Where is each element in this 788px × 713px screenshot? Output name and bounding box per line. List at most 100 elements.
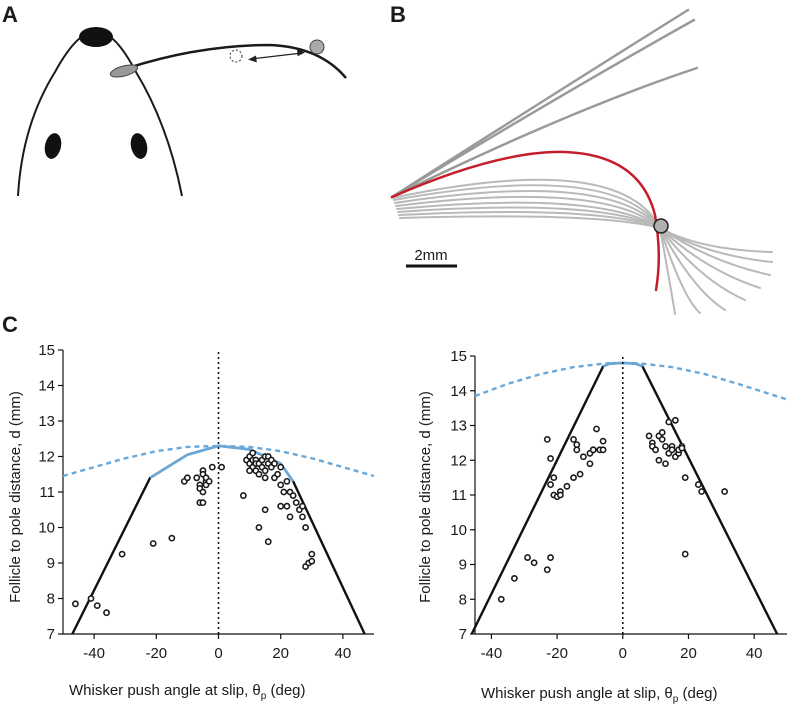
data-point [283, 477, 291, 485]
y-tick-label: 7 [459, 626, 467, 643]
data-point [570, 435, 577, 443]
data-point [308, 557, 316, 565]
y-tick-label: 7 [47, 626, 55, 643]
y-tick-label: 9 [459, 557, 467, 574]
data-point [239, 492, 247, 499]
whisker-curve [390, 66, 699, 199]
data-point [655, 456, 663, 464]
data-point [277, 463, 285, 471]
data-point [678, 444, 686, 452]
data-point [694, 481, 702, 488]
data-point [658, 435, 666, 443]
arrowhead-right [297, 49, 305, 57]
x-tick-label: 40 [746, 645, 763, 662]
panel-a-letter: A [2, 2, 18, 27]
y-tick-label: 8 [47, 591, 55, 608]
data-point [556, 491, 564, 499]
data-point [246, 467, 253, 475]
data-point [563, 482, 571, 490]
data-point [149, 540, 157, 547]
data-point [205, 477, 213, 485]
displacement-arrow [250, 52, 303, 60]
y-tick-label: 11 [451, 487, 467, 504]
data-point [547, 554, 554, 561]
data-point [168, 534, 176, 542]
data-point [255, 470, 263, 478]
right-eye [130, 133, 148, 159]
whisker-curve [397, 206, 726, 311]
data-point [589, 446, 597, 454]
y-tick-label: 13 [450, 418, 467, 435]
data-point [292, 499, 300, 507]
data-point [652, 446, 660, 454]
data-point [286, 513, 294, 521]
y-tick-label: 10 [38, 520, 55, 537]
data-point [547, 455, 554, 462]
chart-right-points [497, 416, 728, 603]
data-point [645, 432, 653, 440]
data-point [576, 470, 584, 478]
panel-a-diagram [17, 27, 347, 197]
x-tick-label: -20 [145, 645, 167, 662]
data-point [530, 559, 538, 567]
fit-line-dashed [62, 444, 375, 478]
chart-left-axes [58, 349, 374, 639]
pole-dashed [229, 49, 243, 63]
whisker-curve [393, 184, 773, 263]
data-point [274, 470, 281, 478]
data-point [208, 463, 216, 471]
data-point [199, 499, 207, 507]
pole-solid [309, 39, 325, 55]
chart-left-tick-labels: 7 8 9 10 11 12 13 14 15 -40 -20 0 20 40 [38, 342, 351, 662]
data-point [681, 474, 689, 482]
data-point [586, 460, 594, 468]
data-point [261, 506, 269, 514]
data-point [658, 429, 666, 436]
data-point [118, 550, 126, 558]
y-tick-label: 15 [450, 348, 467, 365]
chart-right-axes [470, 355, 787, 639]
whisker-curve [391, 178, 773, 253]
whisker-curve [398, 210, 701, 314]
data-point [662, 442, 669, 450]
whisker-curve [395, 195, 761, 289]
data-point [579, 453, 587, 461]
data-point [668, 446, 676, 454]
data-point [261, 467, 269, 475]
data-point [299, 513, 306, 521]
data-point [261, 474, 269, 482]
data-point [183, 474, 191, 482]
y-tick-label: 10 [450, 522, 467, 539]
whisker-curve [394, 190, 771, 276]
scale-bar-label: 2mm [414, 247, 447, 264]
chart-right-tick-labels: 7 8 9 10 11 12 13 14 15 -40 -20 0 20 40 [450, 348, 762, 662]
chart-left-xlabel: Whisker push angle at slip, θp (deg) [69, 682, 306, 702]
x-tick-label: 40 [335, 645, 352, 662]
data-point [199, 488, 207, 496]
y-tick-label: 9 [47, 555, 55, 572]
critical-whisker-curve [390, 150, 661, 292]
data-point [593, 425, 600, 433]
data-point [277, 481, 285, 489]
follicle [109, 64, 139, 78]
data-point [543, 435, 551, 443]
chart-left-lines [62, 350, 375, 635]
chart-left-ylabel: Follicle to pole distance, d (mm) [7, 391, 24, 603]
x-tick-label: -20 [546, 645, 568, 662]
y-tick-label: 15 [38, 342, 55, 359]
data-point [93, 602, 101, 609]
data-point [662, 460, 669, 468]
data-point [249, 449, 257, 457]
x-tick-label: -40 [83, 645, 105, 662]
arrowhead-left [248, 55, 257, 63]
data-point [698, 488, 706, 495]
whisker-curve [390, 18, 696, 199]
nose-tip [79, 27, 113, 47]
data-point [283, 502, 291, 510]
data-point [570, 474, 577, 482]
x-tick-label: 0 [214, 645, 222, 662]
chart-right-xlabel: Whisker push angle at slip, θp (deg) [481, 685, 718, 705]
data-point [524, 554, 531, 561]
chart-right: 7 8 9 10 11 12 13 14 15 -40 -20 0 20 40 Follicle to p… [417, 348, 788, 705]
